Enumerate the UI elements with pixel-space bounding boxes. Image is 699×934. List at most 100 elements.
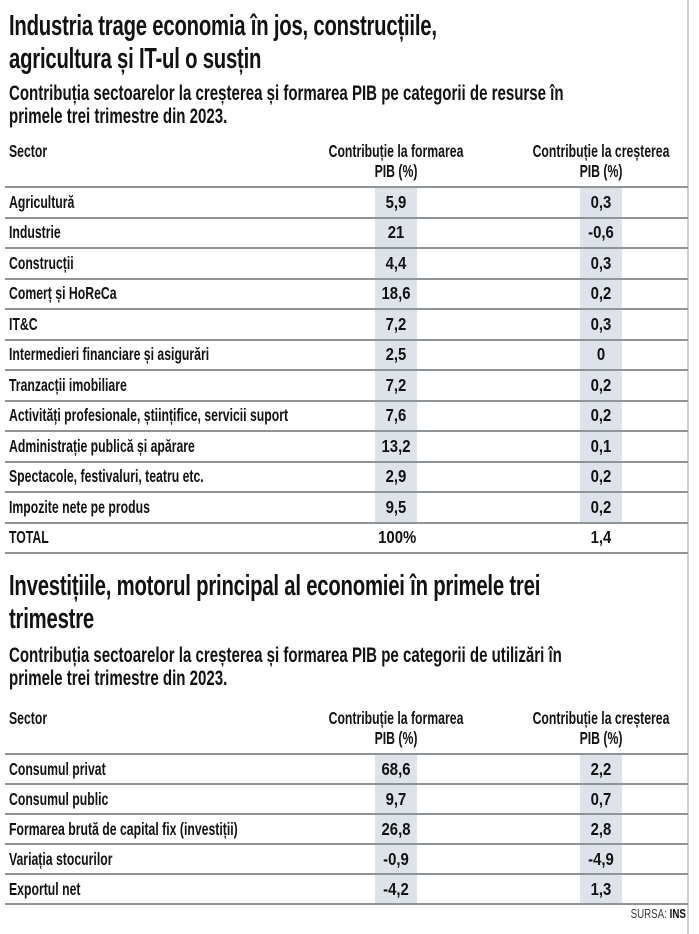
- title-line: agricultura și IT-ul o susțin: [9, 43, 262, 75]
- title-line: Investițiile, motorul principal al econo…: [9, 570, 541, 602]
- table-row: Activități profesionale, științifice, se…: [5, 402, 688, 432]
- cell-sector: Industrie: [9, 222, 61, 243]
- right-frame-rule: [687, 0, 689, 934]
- cell-sector: Variația stocurilor: [9, 848, 113, 869]
- total-row: TOTAL 100% 1,4: [5, 524, 688, 554]
- cell-sector: Comerț și HoReCa: [9, 283, 117, 304]
- cell-growth: 0,2: [590, 374, 612, 395]
- cell-sector: Tranzacții imobiliare: [9, 374, 127, 395]
- subtitle-line: primele trei trimestre din 2023.: [9, 104, 228, 128]
- cell-formation: 13,2: [381, 435, 411, 456]
- column-header-growth: Contribuție la creșterea PIB (%): [532, 708, 670, 748]
- table-resources: Sector Contribuție la formarea PIB (%) C…: [5, 140, 688, 554]
- table-row: IT&C 7,2 0,3: [5, 310, 688, 341]
- column-band-formation: [375, 188, 417, 524]
- subtitle-line: primele trei trimestre din 2023.: [9, 666, 228, 690]
- table-body: Consumul privat 68,6 2,2 Consumul public…: [5, 753, 688, 905]
- cell-formation: 7,2: [385, 313, 407, 334]
- cell-growth: 0,3: [590, 252, 612, 273]
- table-row: Spectacole, festivaluri, teatru etc. 2,9…: [5, 463, 688, 493]
- table-header-row: Sector Contribuție la formarea PIB (%) C…: [5, 707, 688, 753]
- subtitle-line: Contribuția sectoarelor la creșterea și …: [9, 81, 564, 105]
- cell-formation: 7,2: [385, 374, 407, 395]
- table-row: Impozite nete pe produs 9,5 0,2: [5, 493, 688, 524]
- cell-growth: 0,3: [590, 313, 612, 334]
- cell-formation: 5,9: [385, 191, 407, 212]
- column-band-growth: [580, 188, 622, 524]
- cell-growth: 1,3: [590, 878, 612, 899]
- source-note: SURSA: INS: [615, 907, 686, 921]
- cell-formation: 9,5: [385, 496, 407, 517]
- cell-formation: -0,9: [383, 848, 409, 869]
- table-row: Variația stocurilor -0,9 -4,9: [5, 845, 688, 875]
- cell-growth: -0,6: [588, 222, 614, 243]
- source-value: INS: [669, 907, 686, 921]
- table-row: Agricultură 5,9 0,3: [5, 188, 688, 219]
- cell-sector: Impozite nete pe produs: [9, 496, 150, 517]
- cell-growth: -4,9: [588, 848, 614, 869]
- cell-formation: 100%: [378, 527, 417, 548]
- column-header-sector: Sector: [9, 708, 48, 728]
- table-row: Tranzacții imobiliare 7,2 0,2: [5, 371, 688, 402]
- title-line: Industria trage economia în jos, constru…: [9, 10, 437, 42]
- cell-growth: 0,2: [590, 496, 612, 517]
- column-header-formation: Contribuție la formarea PIB (%): [328, 708, 464, 748]
- cell-sector: Agricultură: [9, 191, 75, 212]
- section2-title: Investițiile, motorul principal al econo…: [9, 570, 699, 636]
- cell-growth: 2,2: [590, 758, 612, 779]
- cell-formation: 9,7: [385, 788, 407, 809]
- cell-sector: Consumul privat: [9, 758, 106, 779]
- cell-sector: IT&C: [9, 313, 38, 334]
- table-row: Intermedieri financiare și asigurări 2,5…: [5, 341, 688, 371]
- subtitle-line: Contribuția sectoarelor la creșterea și …: [9, 643, 562, 667]
- source-label: SURSA:: [630, 907, 668, 921]
- cell-growth: 0,1: [590, 435, 612, 456]
- column-header-sector: Sector: [9, 141, 48, 161]
- cell-formation: 18,6: [381, 283, 411, 304]
- cell-sector: Construcții: [9, 252, 74, 273]
- cell-formation: 2,5: [385, 344, 407, 365]
- cell-formation: 2,9: [385, 466, 407, 487]
- cell-growth: 0,3: [590, 191, 612, 212]
- cell-sector: Consumul public: [9, 788, 109, 809]
- table-uses: Sector Contribuție la formarea PIB (%) C…: [5, 707, 688, 905]
- cell-formation: 68,6: [381, 758, 411, 779]
- title-line: trimestre: [9, 603, 94, 635]
- cell-formation: 21: [387, 222, 405, 243]
- table-row: Formarea brută de capital fix (investiți…: [5, 815, 688, 845]
- cell-sector: Activități profesionale, științifice, se…: [9, 405, 289, 426]
- table-row: Construcții 4,4 0,3: [5, 249, 688, 280]
- table-body: Agricultură 5,9 0,3 Industrie 21 -0,6 Co…: [5, 186, 688, 524]
- column-band-formation: [375, 755, 417, 905]
- table-header-row: Sector Contribuție la formarea PIB (%) C…: [5, 140, 688, 186]
- column-header-formation: Contribuție la formarea PIB (%): [328, 141, 464, 181]
- section2-subtitle: Contribuția sectoarelor la creșterea și …: [9, 644, 699, 690]
- table-row: Consumul privat 68,6 2,2: [5, 755, 688, 785]
- cell-growth: 1,4: [590, 527, 612, 548]
- table-row: Comerț și HoReCa 18,6 0,2: [5, 280, 688, 310]
- section1-title: Industria trage economia în jos, constru…: [9, 10, 620, 76]
- cell-growth: 0,2: [590, 466, 612, 487]
- column-header-growth: Contribuție la creșterea PIB (%): [532, 141, 670, 181]
- cell-growth: 0,7: [590, 788, 612, 809]
- cell-sector: Formarea brută de capital fix (investiți…: [9, 818, 238, 839]
- cell-growth: 0: [596, 344, 606, 365]
- cell-growth: 0,2: [590, 405, 612, 426]
- cell-formation: 4,4: [385, 252, 407, 273]
- cell-sector: Administrație publică și apărare: [9, 435, 195, 456]
- cell-sector: TOTAL: [9, 527, 49, 548]
- column-band-growth: [580, 755, 622, 905]
- cell-sector: Intermedieri financiare și asigurări: [9, 344, 210, 365]
- cell-growth: 0,2: [590, 283, 612, 304]
- cell-sector: Exportul net: [9, 878, 81, 899]
- table-row: Administrație publică și apărare 13,2 0,…: [5, 432, 688, 463]
- cell-formation: 26,8: [381, 818, 411, 839]
- cell-formation: -4,2: [383, 878, 409, 899]
- cell-formation: 7,6: [385, 405, 407, 426]
- table-row: Exportul net -4,2 1,3: [5, 875, 688, 905]
- table-row: Industrie 21 -0,6: [5, 219, 688, 249]
- section1-subtitle: Contribuția sectoarelor la creșterea și …: [9, 82, 699, 128]
- table-row: Consumul public 9,7 0,7: [5, 785, 688, 815]
- cell-sector: Spectacole, festivaluri, teatru etc.: [9, 466, 204, 487]
